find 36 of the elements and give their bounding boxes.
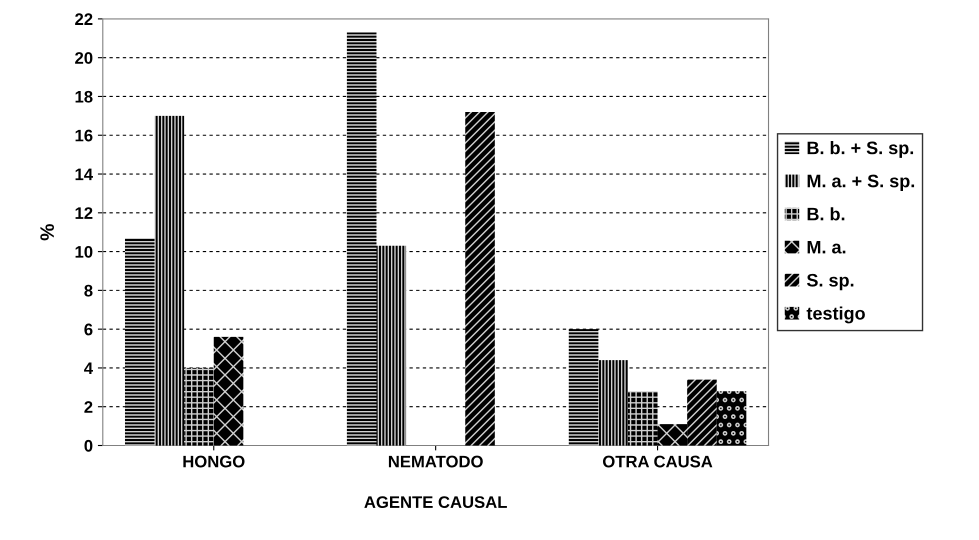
bar xyxy=(658,424,688,446)
bar xyxy=(568,329,598,446)
x-tick-label: NEMATODO xyxy=(388,456,483,468)
y-tick-label: 8 xyxy=(84,284,93,297)
legend-label: testigo xyxy=(806,306,865,324)
x-tick-label: OTRA CAUSA xyxy=(603,456,712,468)
y-tick-label: 0 xyxy=(84,440,92,452)
bar xyxy=(376,246,406,446)
bar xyxy=(716,391,746,446)
y-tick-label: 10 xyxy=(76,246,92,258)
bar xyxy=(346,32,376,446)
y-tick-label: 14 xyxy=(76,168,93,180)
y-tick-label: 6 xyxy=(84,324,92,336)
bar xyxy=(184,368,214,446)
legend-label: S. sp. xyxy=(806,274,854,290)
bar xyxy=(628,391,658,446)
bar xyxy=(214,336,244,446)
legend-label: M. a. xyxy=(808,240,846,254)
y-tick-label: 20 xyxy=(75,52,92,64)
y-tick-label: 18 xyxy=(76,90,93,103)
legend-label: B. b. xyxy=(808,207,844,220)
y-tick-label: 16 xyxy=(76,130,92,142)
legend-label: M. a. + S. sp. xyxy=(808,174,914,191)
bar xyxy=(154,116,184,446)
y-tick-label: 4 xyxy=(84,362,93,374)
bar xyxy=(465,112,495,446)
y-axis-title: % xyxy=(40,224,54,240)
legend-label: B. b. + S. sp. xyxy=(808,141,914,158)
bar xyxy=(598,360,628,446)
x-axis-title: AGENTE CAUSAL xyxy=(364,496,507,508)
y-tick-label: 2 xyxy=(84,401,92,413)
y-tick-label: 12 xyxy=(76,207,92,219)
x-tick-label: HONGO xyxy=(183,456,245,468)
y-tick-label: 22 xyxy=(75,13,92,25)
bar xyxy=(687,380,717,446)
bar xyxy=(124,238,155,446)
